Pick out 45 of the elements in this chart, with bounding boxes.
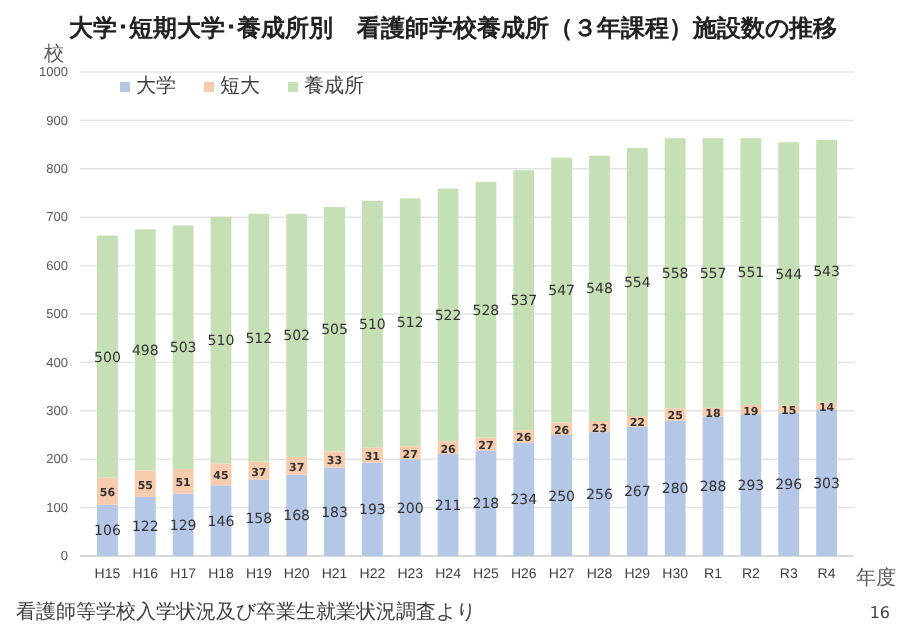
bar (551, 157, 573, 423)
bar (664, 138, 686, 409)
bar (778, 412, 800, 556)
bar (702, 138, 724, 408)
bar (740, 138, 762, 405)
legend-label: 短大 (220, 74, 260, 98)
legend-label: 大学 (136, 74, 176, 98)
bar (134, 229, 156, 471)
bar (361, 462, 383, 556)
bar (134, 496, 156, 556)
bar (551, 435, 573, 556)
bar (816, 409, 837, 556)
chart-title: 大学･短期大学･養成所別 看護師学校養成所（３年課程）施設数の推移 (69, 14, 837, 42)
text: 看護師等学校入学状況及び卒業生就業状況調査より (16, 600, 476, 624)
bar (324, 207, 345, 452)
bar (399, 198, 421, 447)
bar (778, 142, 800, 406)
bar (286, 474, 308, 556)
bar (248, 479, 270, 556)
bar (589, 432, 610, 556)
bar (626, 147, 648, 417)
bar (248, 213, 270, 462)
x-axis-title: 年度 (856, 566, 896, 590)
bar (437, 188, 459, 442)
bar (437, 453, 459, 556)
y-axis-title: 校 (42, 42, 64, 66)
bar (286, 213, 308, 457)
bar (664, 420, 686, 556)
bar (513, 170, 535, 431)
bar (97, 235, 118, 478)
legend-label: 養成所 (304, 74, 364, 98)
bar (589, 155, 610, 421)
bar (513, 442, 535, 556)
bar (475, 181, 497, 438)
bar (210, 216, 232, 464)
bar (361, 200, 383, 448)
bar (475, 450, 497, 556)
bar (816, 139, 837, 403)
bar (740, 414, 762, 556)
bar (324, 467, 345, 556)
bar (172, 225, 194, 469)
bar (702, 416, 724, 556)
bar (626, 426, 648, 556)
text: 16 (869, 604, 890, 622)
bar (399, 459, 421, 556)
